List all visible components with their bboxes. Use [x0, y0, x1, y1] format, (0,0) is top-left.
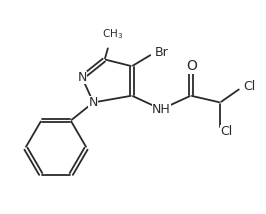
Text: O: O — [186, 59, 197, 73]
Text: Cl: Cl — [243, 80, 255, 93]
Text: N: N — [89, 96, 98, 109]
Text: N: N — [77, 71, 87, 84]
Text: CH$_3$: CH$_3$ — [102, 28, 123, 41]
Text: Cl: Cl — [220, 125, 232, 138]
Text: Br: Br — [155, 46, 168, 59]
Text: NH: NH — [152, 103, 171, 116]
